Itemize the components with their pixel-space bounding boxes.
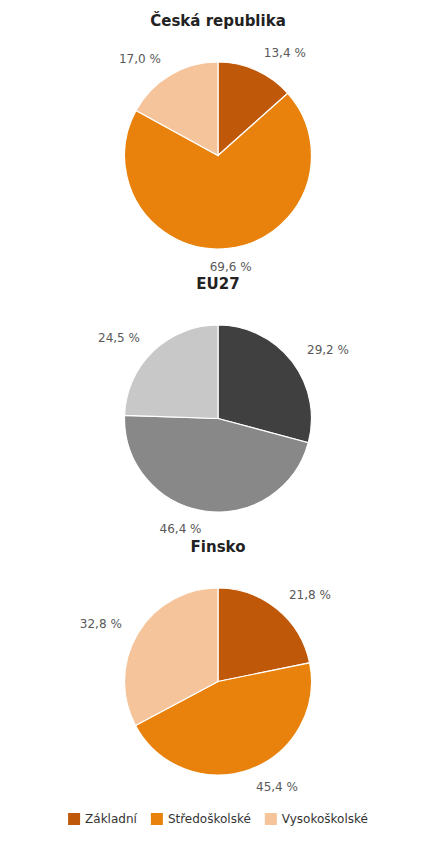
legend: Základní Středoškolské Vysokoškolské (68, 812, 368, 826)
pie-slice (125, 415, 309, 512)
data-label: 21,8 % (289, 588, 331, 602)
data-label: 24,5 % (98, 331, 140, 345)
legend-item: Základní (68, 812, 137, 826)
data-label: 45,4 % (256, 780, 298, 794)
pie-panel: EU27 29,2 % 46,4 % 24,5 % (98, 275, 349, 536)
chart-canvas: Česká republika 13,4 % 69,6 % 17,0 % EU27 29,… (0, 0, 436, 847)
legend-item: Středoškolské (151, 812, 251, 826)
pie-slice (125, 588, 218, 726)
pie-panel: Finsko 21,8 % 45,4 % 32,8 % (80, 538, 331, 794)
chart-title: Česká republika (150, 11, 286, 30)
legend-swatch (151, 813, 163, 825)
legend-item: Vysokoškolské (265, 812, 368, 826)
pie-panel: Česká republika 13,4 % 69,6 % 17,0 % (119, 11, 312, 274)
data-label: 46,4 % (160, 522, 202, 536)
legend-label: Vysokoškolské (282, 812, 368, 826)
data-label: 17,0 % (119, 52, 161, 66)
legend-swatch (68, 813, 80, 825)
pie-slice (136, 62, 218, 156)
legend-swatch (265, 813, 277, 825)
legend-label: Středoškolské (168, 812, 251, 826)
data-label: 29,2 % (307, 343, 349, 357)
data-label: 13,4 % (264, 46, 306, 60)
chart-title: Finsko (191, 538, 246, 556)
legend-label: Základní (85, 812, 137, 826)
data-label: 69,6 % (210, 260, 252, 274)
data-label: 32,8 % (80, 617, 122, 631)
chart-title: EU27 (196, 275, 239, 293)
